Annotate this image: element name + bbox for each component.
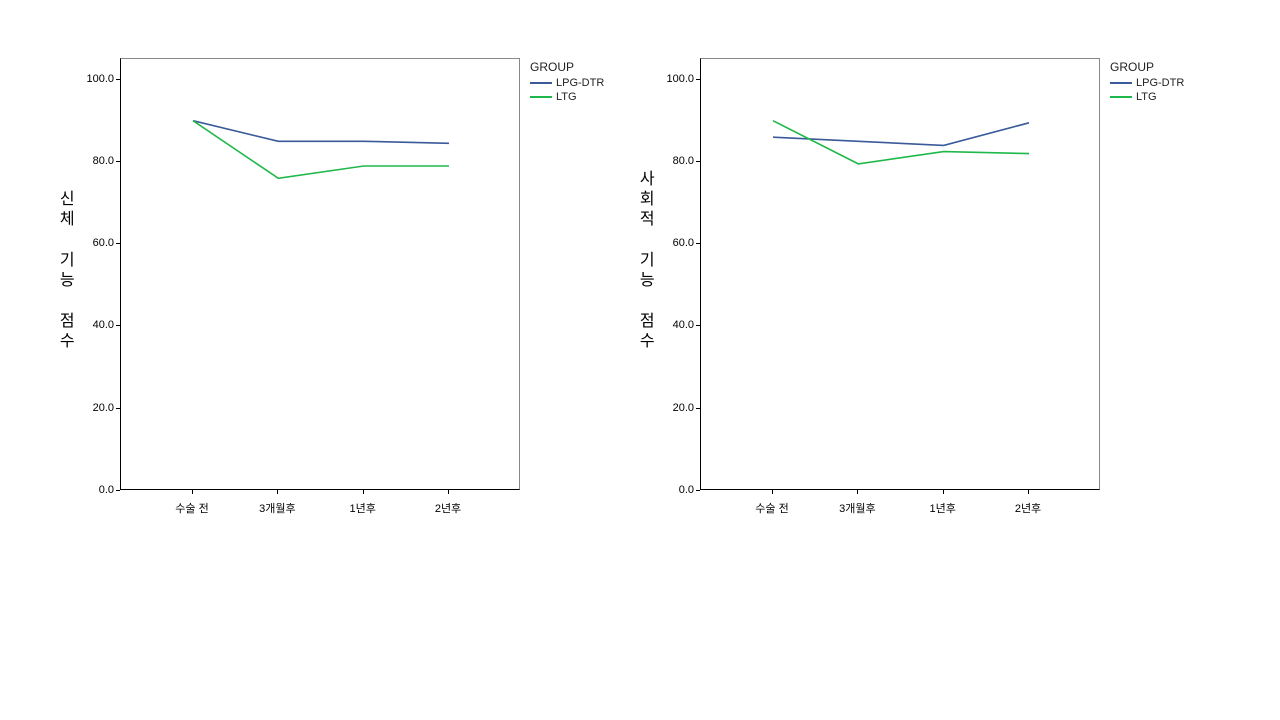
legend-label: LPG-DTR <box>556 77 604 89</box>
legend: GROUP LPG-DTR LTG <box>1110 60 1184 104</box>
x-tick-label: 3개월후 <box>839 500 875 516</box>
y-tick-label: 100.0 <box>662 73 694 85</box>
legend-swatch-icon <box>530 96 552 98</box>
chart-left: 신체 기능 점수0.020.040.060.080.0100.0수술 전3개월후… <box>60 50 640 570</box>
x-tick-label: 1년후 <box>349 500 375 516</box>
legend-swatch-icon <box>1110 82 1132 84</box>
y-tick-mark <box>116 408 120 409</box>
y-tick-mark <box>116 161 120 162</box>
y-tick-label: 20.0 <box>662 402 694 414</box>
y-tick-mark <box>696 79 700 80</box>
legend: GROUP LPG-DTR LTG <box>530 60 604 104</box>
y-tick-label: 0.0 <box>662 484 694 496</box>
y-tick-mark <box>116 79 120 80</box>
series-line-lpg-dtr <box>193 121 449 144</box>
y-tick-mark <box>116 325 120 326</box>
x-tick-label: 2년후 <box>1015 500 1041 516</box>
y-tick-mark <box>116 243 120 244</box>
legend-item: LTG <box>530 90 604 104</box>
legend-title: GROUP <box>1110 60 1184 74</box>
y-axis-label: 신체 기능 점수 <box>55 190 74 352</box>
series-line-lpg-dtr <box>773 123 1029 146</box>
chart-right: 사회적 기능 점수0.020.040.060.080.0100.0수술 전3개월… <box>640 50 1220 570</box>
x-tick-label: 1년후 <box>929 500 955 516</box>
x-tick-mark <box>943 490 944 494</box>
series-svg <box>121 59 521 491</box>
x-tick-mark <box>1028 490 1029 494</box>
y-axis-label: 사회적 기능 점수 <box>635 170 654 352</box>
y-tick-label: 60.0 <box>662 237 694 249</box>
legend-label: LPG-DTR <box>1136 77 1184 89</box>
x-tick-mark <box>857 490 858 494</box>
plot-area <box>120 58 520 490</box>
y-tick-label: 40.0 <box>662 319 694 331</box>
plot-area <box>700 58 1100 490</box>
y-tick-label: 80.0 <box>82 155 114 167</box>
x-tick-mark <box>772 490 773 494</box>
x-tick-label: 수술 전 <box>755 500 788 516</box>
legend-label: LTG <box>556 91 577 103</box>
legend-swatch-icon <box>1110 96 1132 98</box>
y-tick-label: 0.0 <box>82 484 114 496</box>
legend-item: LPG-DTR <box>530 76 604 90</box>
y-tick-label: 60.0 <box>82 237 114 249</box>
y-tick-label: 100.0 <box>82 73 114 85</box>
y-tick-label: 40.0 <box>82 319 114 331</box>
x-tick-label: 수술 전 <box>175 500 208 516</box>
y-tick-mark <box>696 325 700 326</box>
x-tick-mark <box>363 490 364 494</box>
x-tick-mark <box>277 490 278 494</box>
series-svg <box>701 59 1101 491</box>
y-tick-mark <box>696 161 700 162</box>
y-tick-label: 20.0 <box>82 402 114 414</box>
y-tick-mark <box>696 408 700 409</box>
legend-swatch-icon <box>530 82 552 84</box>
y-tick-mark <box>696 243 700 244</box>
y-tick-label: 80.0 <box>662 155 694 167</box>
y-tick-mark <box>116 490 120 491</box>
legend-item: LTG <box>1110 90 1184 104</box>
y-tick-mark <box>696 490 700 491</box>
x-tick-mark <box>448 490 449 494</box>
legend-title: GROUP <box>530 60 604 74</box>
legend-label: LTG <box>1136 91 1157 103</box>
x-tick-mark <box>192 490 193 494</box>
series-line-ltg <box>773 121 1029 164</box>
x-tick-label: 3개월후 <box>259 500 295 516</box>
legend-item: LPG-DTR <box>1110 76 1184 90</box>
x-tick-label: 2년후 <box>435 500 461 516</box>
